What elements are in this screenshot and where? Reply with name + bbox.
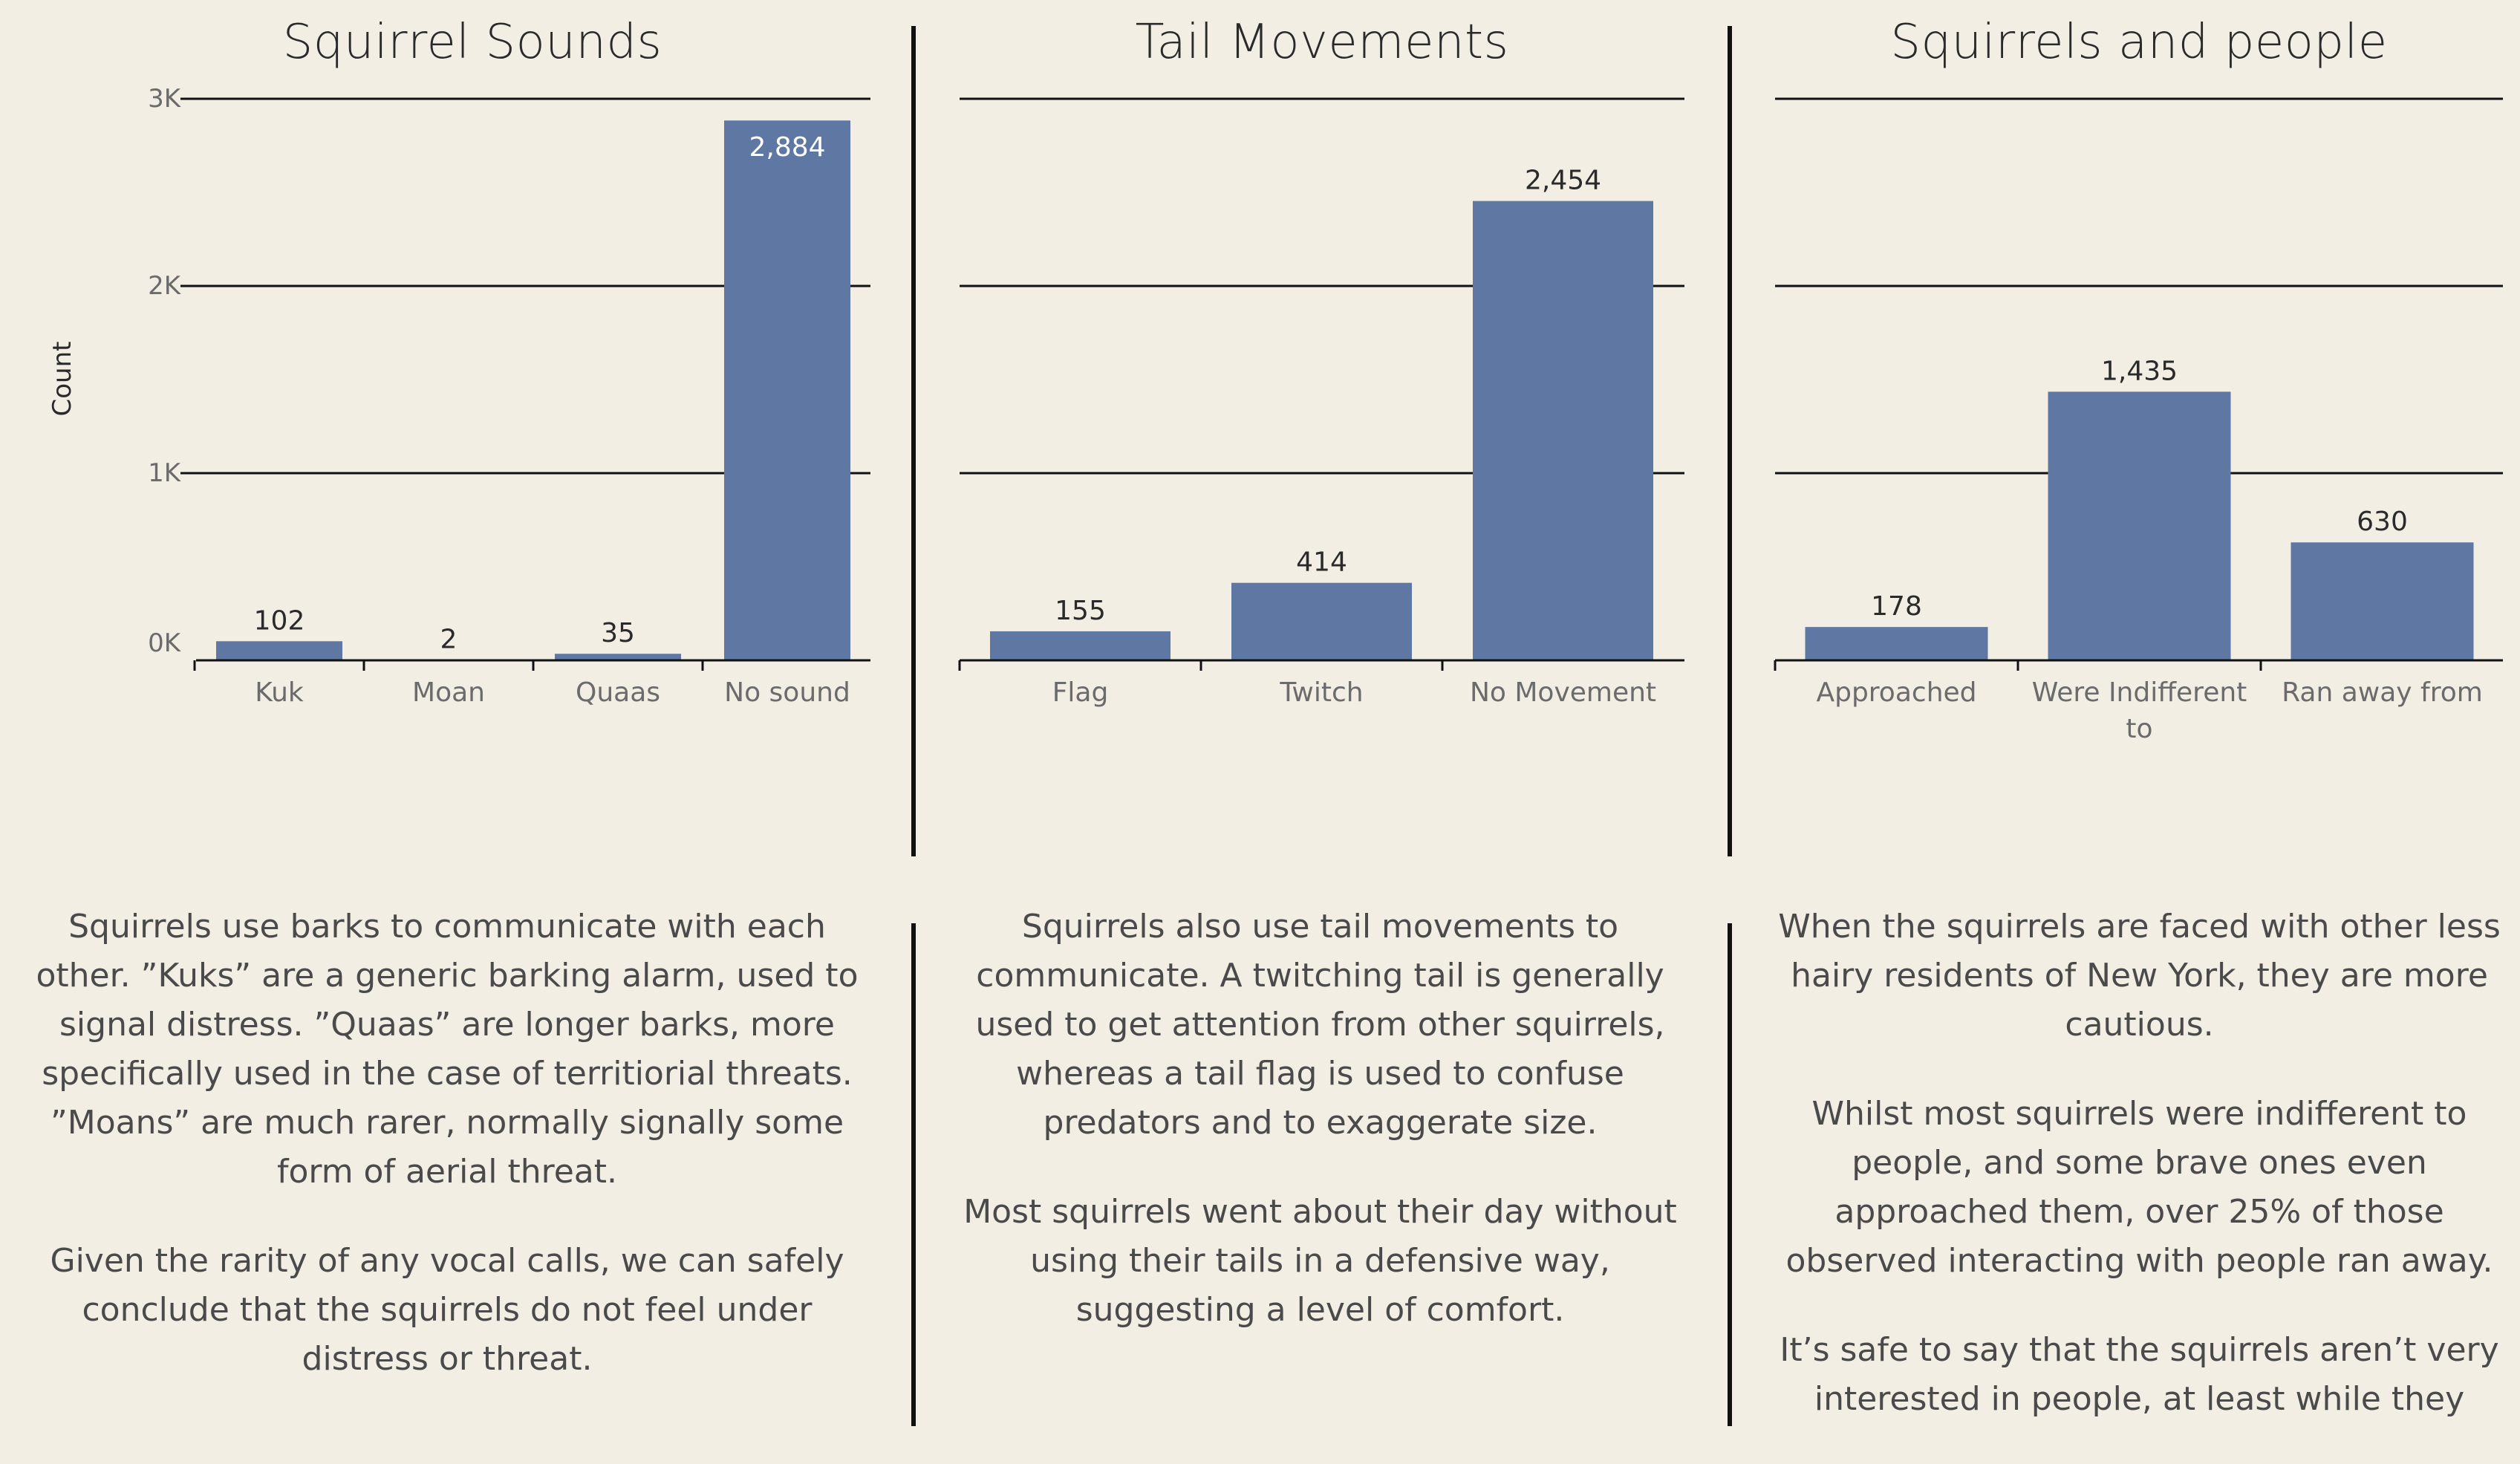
data-label-twitch: 414 (1296, 547, 1347, 578)
sounds-paragraph-2: Given the rarity of any vocal calls, we … (50, 1242, 844, 1378)
people-paragraph-3: It’s safe to say that the squirrels aren… (1780, 1331, 2499, 1418)
data-label-quaas: 35 (601, 618, 635, 648)
tail-paragraph-2: Most squirrels went about their day with… (963, 1193, 1677, 1329)
category-label-flag: Flag (1052, 677, 1109, 708)
category-label-approached: Approached (1816, 677, 1976, 708)
bar-ran-away-from (2291, 542, 2474, 660)
sounds-description: Squirrels use barks to communicate with … (21, 902, 873, 1424)
chart-title-squirrel-sounds: Squirrel Sounds (282, 15, 662, 70)
vertical-separator-1 (911, 26, 916, 856)
y-tick-label: 1K (148, 458, 182, 488)
category-label-quaas: Quaas (576, 677, 660, 708)
category-label-no-movement: No Movement (1470, 677, 1656, 708)
chart-panel-squirrel-sounds: Squirrel Sounds 0K 1K 2K 3K Count 102 Kuk 2 Moan… (0, 0, 870, 862)
category-label-were-indifferent-to: Were Indifferent (2032, 677, 2247, 708)
chart-tail-movements: 155 Flag 414 Twitch 2,454 No Movement (958, 97, 1684, 708)
data-label-moan: 2 (440, 624, 458, 654)
data-label-no-sound: 2,884 (749, 132, 825, 163)
y-tick-label: 3K (148, 84, 182, 114)
data-label-no-movement: 2,454 (1525, 166, 1601, 196)
data-label-approached: 178 (1871, 591, 1922, 622)
category-label-were-indifferent-to: to (2126, 714, 2152, 744)
y-tick-label: 2K (148, 271, 182, 301)
sounds-paragraph-1: Squirrels use barks to communicate with … (36, 908, 859, 1191)
category-label-moan: Moan (412, 677, 485, 708)
bar-approached (1805, 627, 1988, 660)
data-label-flag: 155 (1055, 596, 1106, 626)
tail-description: Squirrels also use tail movements to com… (962, 902, 1679, 1375)
chart-panel-tail-movements: Tail Movements 155 Flag 414 Twitch 2,454 No M… (0, 0, 1684, 862)
bar-flag (990, 631, 1171, 660)
chart-panel-squirrels-and-people: Squirrels and people 178 Approached 1,435 W… (0, 0, 2503, 862)
vertical-separator-2 (1728, 26, 1732, 856)
data-label-ran-away-from: 630 (2357, 507, 2408, 537)
data-label-were-indifferent-to: 1,435 (2101, 356, 2178, 386)
tail-paragraph-1: Squirrels also use tail movements to com… (975, 908, 1665, 1142)
chart-title-tail-movements: Tail Movements (1135, 15, 1509, 70)
people-paragraph-2: Whilst most squirrels were indifferent t… (1785, 1095, 2493, 1280)
vertical-separator-lower-2 (1728, 923, 1732, 1426)
chart-squirrel-sounds: 0K 1K 2K 3K Count 102 Kuk 2 Moan 35 Quaas 2,884 No s… (48, 84, 870, 708)
bar-twitch (1231, 582, 1412, 660)
y-axis-title: Count (48, 342, 77, 417)
chart-title-squirrels-and-people: Squirrels and people (1890, 15, 2388, 70)
bar-no-sound (724, 120, 850, 660)
category-label-twitch: Twitch (1279, 677, 1363, 708)
bar-were-indifferent-to (2048, 391, 2231, 660)
category-label-kuk: Kuk (255, 677, 304, 708)
y-tick-label: 0K (148, 628, 182, 658)
bar-kuk (216, 641, 342, 660)
chart-squirrels-and-people: 178 Approached 1,435 Were Indifferent to 630 R… (1774, 97, 2503, 744)
category-label-ran-away-from: Ran away from (2282, 677, 2483, 708)
people-description: When the squirrels are faced with other … (1766, 902, 2513, 1464)
bar-quaas (555, 654, 681, 660)
vertical-separator-lower-1 (911, 923, 916, 1426)
data-label-kuk: 102 (254, 605, 305, 636)
people-paragraph-1: When the squirrels are faced with other … (1778, 908, 2501, 1044)
category-label-no-sound: No sound (724, 677, 850, 708)
bar-no-movement (1473, 201, 1653, 660)
